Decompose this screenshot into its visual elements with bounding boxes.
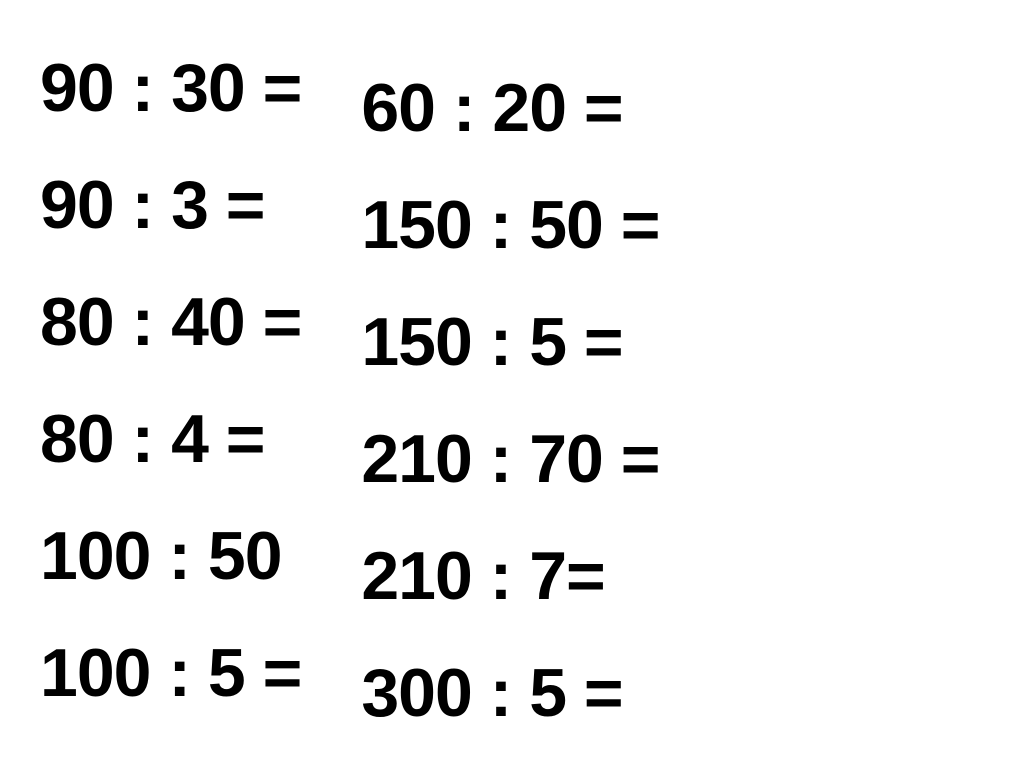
equation-row: 60 : 20 = bbox=[361, 50, 659, 167]
equation-row: 150 : 50 = bbox=[361, 167, 659, 284]
equation-row: 90 : 3 = bbox=[40, 147, 301, 264]
equation-row: 80 : 4 = bbox=[40, 381, 301, 498]
equations-container: 90 : 30 = 90 : 3 = 80 : 40 = 80 : 4 = 10… bbox=[0, 0, 1024, 782]
equation-row: 100 : 5 = bbox=[40, 615, 301, 732]
equation-row: 150 : 5 = bbox=[361, 284, 659, 401]
left-column: 90 : 30 = 90 : 3 = 80 : 40 = 80 : 4 = 10… bbox=[40, 30, 301, 752]
equation-row: 100 : 50 bbox=[40, 498, 301, 615]
equation-row: 90 : 30 = bbox=[40, 30, 301, 147]
right-column: 60 : 20 = 150 : 50 = 150 : 5 = 210 : 70 … bbox=[361, 50, 659, 752]
equation-row: 300 : 5 = bbox=[361, 635, 659, 752]
equation-row: 80 : 40 = bbox=[40, 264, 301, 381]
equation-row: 210 : 7= bbox=[361, 518, 659, 635]
equation-row: 210 : 70 = bbox=[361, 401, 659, 518]
